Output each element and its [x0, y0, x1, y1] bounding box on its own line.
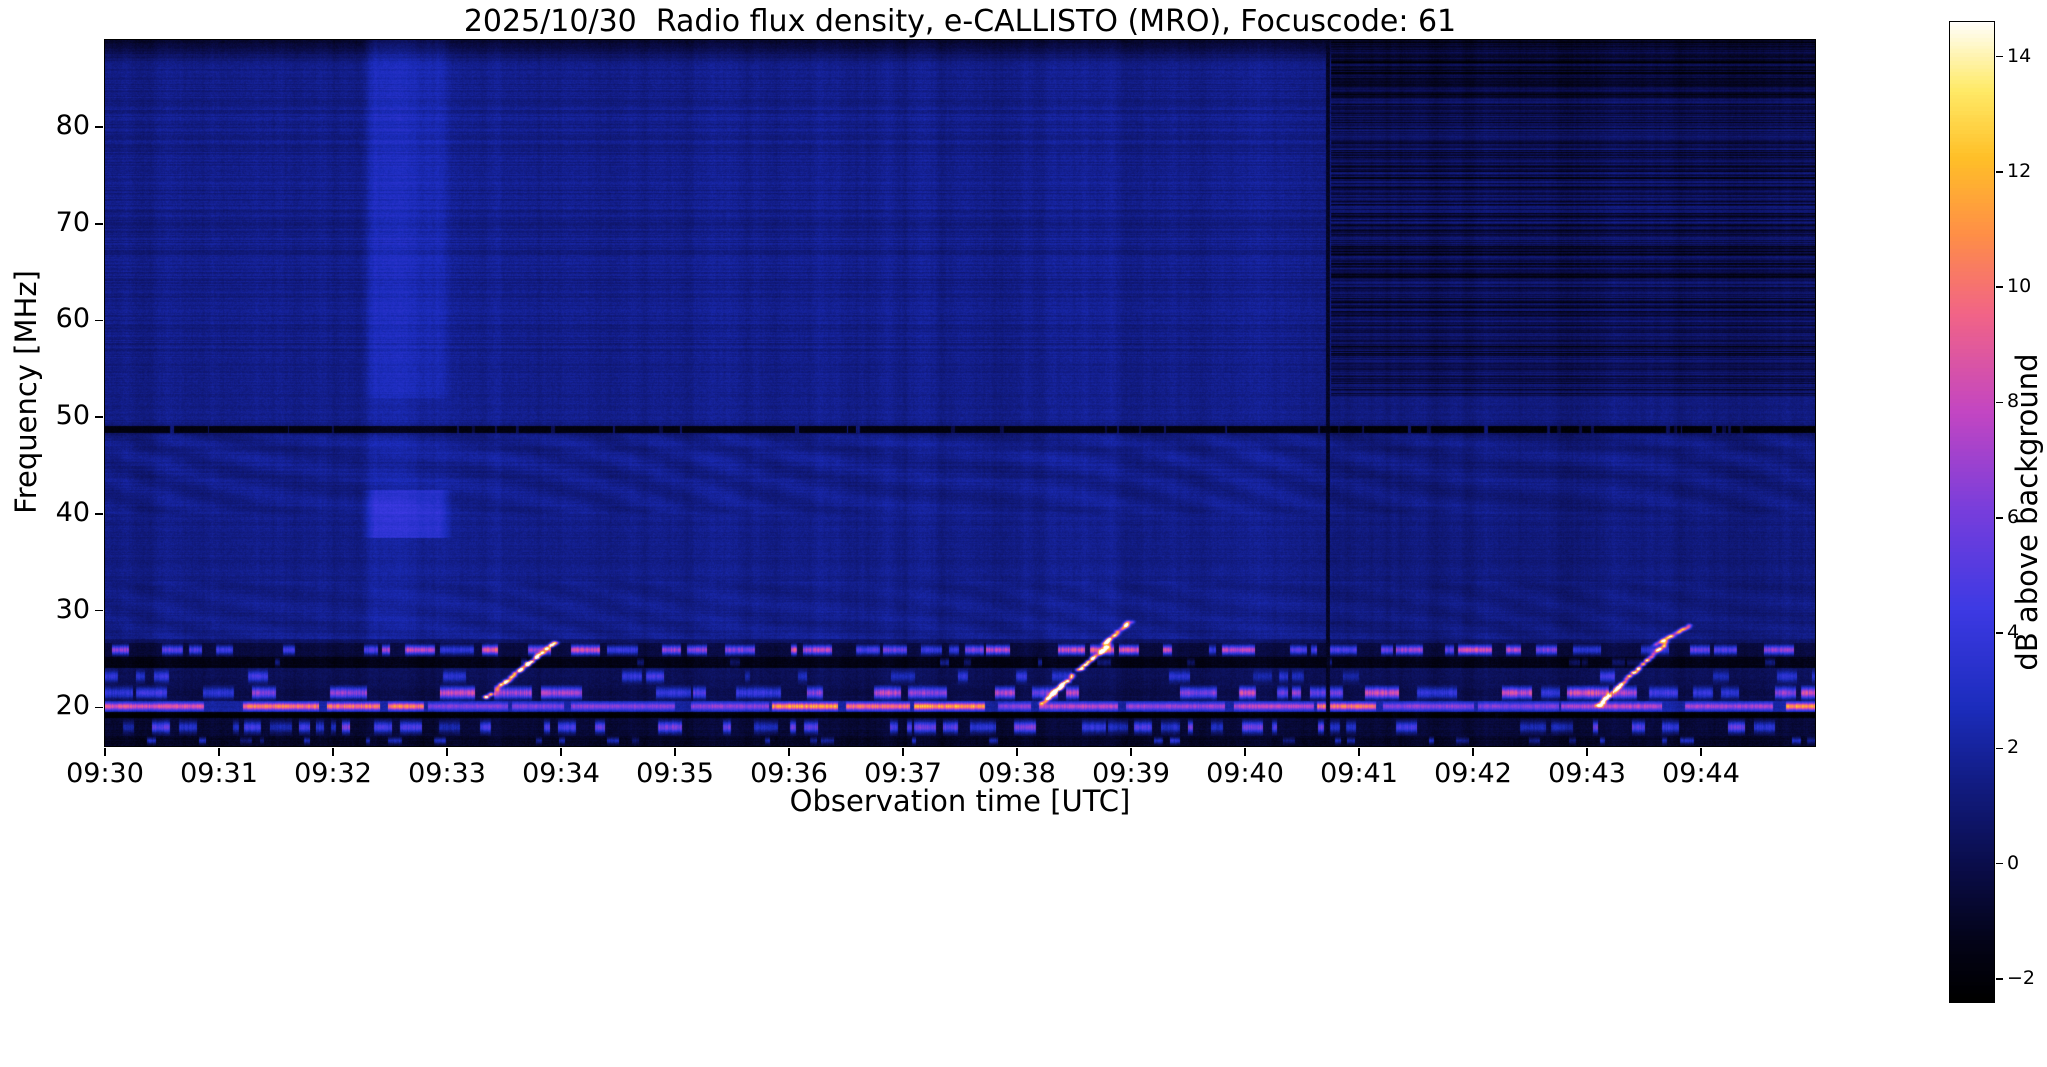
x-tick-label: 09:34 — [522, 758, 600, 789]
x-tick-mark — [1700, 748, 1702, 756]
colorbar-tick-mark — [1996, 401, 2003, 404]
y-tick-mark — [95, 126, 103, 128]
x-tick-mark — [1586, 748, 1588, 756]
colorbar-tick-label: 4 — [2007, 621, 2020, 644]
x-tick-mark — [902, 748, 904, 756]
y-tick-label: 70 — [55, 206, 90, 238]
colorbar-tick-mark — [1996, 978, 2003, 980]
colorbar-tick-mark — [1996, 632, 2003, 634]
x-tick-mark — [446, 748, 448, 756]
x-tick-label: 09:31 — [180, 758, 258, 789]
x-tick-label: 09:43 — [1548, 758, 1626, 789]
x-tick-mark — [332, 748, 334, 756]
y-tick-label: 20 — [55, 690, 90, 722]
y-tick-label: 60 — [55, 303, 90, 335]
x-tick-mark — [1244, 748, 1246, 756]
colorbar-tick-mark — [1996, 747, 2003, 750]
y-tick-mark — [95, 223, 103, 225]
spectrogram-plot — [104, 39, 1816, 747]
x-tick-mark — [1016, 748, 1018, 756]
x-tick-mark — [1472, 748, 1474, 756]
x-tick-label: 09:42 — [1434, 758, 1512, 789]
y-tick-mark — [95, 416, 103, 418]
colorbar-tick-label: 6 — [2007, 505, 2020, 528]
colorbar-canvas — [1950, 22, 1994, 1002]
y-tick-label: 50 — [55, 400, 90, 432]
x-tick-mark — [560, 748, 562, 756]
y-tick-mark — [95, 609, 103, 612]
colorbar-tick-label: 14 — [2007, 44, 2032, 67]
chart-title: 2025/10/30 Radio flux density, e-CALLIST… — [463, 4, 1457, 39]
x-tick-label: 09:32 — [294, 758, 372, 789]
colorbar-label: dB above background — [2010, 353, 2044, 671]
x-tick-mark — [788, 748, 790, 756]
colorbar-tick-mark — [1996, 286, 2003, 288]
x-tick-mark — [1358, 748, 1360, 756]
x-tick-mark — [1130, 748, 1132, 756]
x-tick-label: 09:41 — [1320, 758, 1398, 789]
colorbar-tick-label: 8 — [2007, 390, 2020, 413]
x-tick-mark — [104, 748, 106, 756]
colorbar-tick-mark — [1996, 55, 2003, 58]
y-tick-mark — [95, 513, 103, 515]
colorbar-tick-label: 12 — [2007, 159, 2032, 182]
colorbar-tick-label: 2 — [2007, 736, 2020, 759]
x-tick-label: 09:44 — [1662, 758, 1740, 789]
spectrogram-canvas — [105, 40, 1815, 746]
x-tick-mark — [674, 748, 676, 756]
x-tick-label: 09:35 — [636, 758, 714, 789]
y-tick-label: 80 — [55, 110, 90, 142]
x-tick-label: 09:36 — [750, 758, 828, 789]
x-tick-label: 09:37 — [864, 758, 942, 789]
x-tick-mark — [218, 748, 220, 756]
y-tick-mark — [95, 319, 103, 322]
colorbar-tick-mark — [1996, 171, 2003, 173]
colorbar-tick-label: 0 — [2007, 851, 2020, 874]
y-tick-label: 40 — [55, 496, 90, 528]
colorbar-tick-label: 10 — [2007, 275, 2032, 298]
x-tick-label: 09:30 — [66, 758, 144, 789]
y-tick-mark — [95, 706, 103, 709]
x-axis-label: Observation time [UTC] — [789, 784, 1131, 818]
x-tick-label: 09:33 — [408, 758, 486, 789]
x-tick-label: 09:40 — [1206, 758, 1284, 789]
x-tick-label: 09:39 — [1092, 758, 1170, 789]
colorbar-tick-label: −2 — [2007, 966, 2036, 989]
colorbar — [1949, 21, 1995, 1003]
colorbar-tick-mark — [1996, 862, 2003, 865]
y-tick-label: 30 — [55, 593, 90, 625]
x-tick-label: 09:38 — [978, 758, 1056, 789]
colorbar-tick-mark — [1996, 517, 2003, 519]
